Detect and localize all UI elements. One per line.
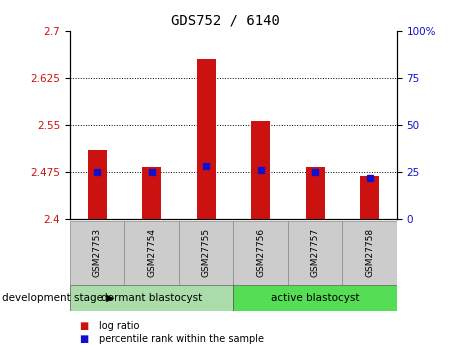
Text: active blastocyst: active blastocyst (271, 293, 359, 303)
Bar (70, 221, 124, 285)
Bar (70, 285, 234, 310)
Bar (234, 285, 397, 310)
Bar (234, 221, 288, 285)
Text: ■: ■ (79, 321, 88, 331)
Bar (360, 176, 379, 219)
Bar (124, 221, 179, 285)
Text: GDS752 / 6140: GDS752 / 6140 (171, 14, 280, 28)
Text: GSM27756: GSM27756 (256, 228, 265, 277)
Bar (179, 221, 234, 285)
Bar (288, 221, 342, 285)
Bar (87, 150, 107, 219)
Text: GSM27755: GSM27755 (202, 228, 211, 277)
Bar (197, 59, 216, 219)
Text: GSM27757: GSM27757 (311, 228, 320, 277)
Text: GSM27753: GSM27753 (92, 228, 101, 277)
Text: ■: ■ (79, 334, 88, 344)
Bar (342, 221, 397, 285)
Bar (142, 167, 161, 219)
Text: dormant blastocyst: dormant blastocyst (101, 293, 202, 303)
Text: GSM27758: GSM27758 (365, 228, 374, 277)
Bar (251, 121, 270, 219)
Text: development stage ▶: development stage ▶ (2, 293, 115, 303)
Text: GSM27754: GSM27754 (147, 228, 156, 277)
Text: percentile rank within the sample: percentile rank within the sample (99, 334, 264, 344)
Bar (306, 167, 325, 219)
Text: log ratio: log ratio (99, 321, 140, 331)
